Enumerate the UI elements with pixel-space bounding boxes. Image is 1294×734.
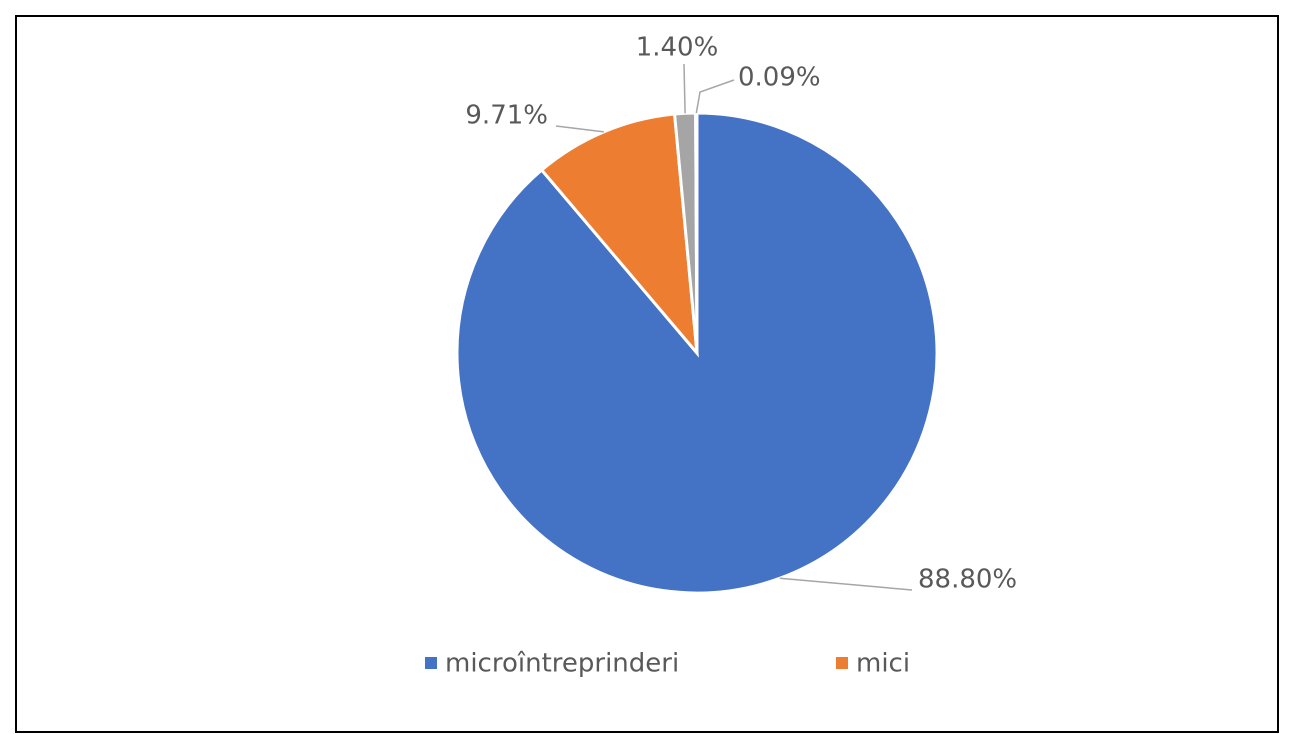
legend-label: microîntreprinderi: [445, 649, 679, 679]
leader-line: [779, 577, 913, 591]
pie-slice: [539, 112, 699, 358]
legend-label: mici: [856, 649, 910, 679]
data-label: 88.80%: [918, 565, 1017, 595]
legend-swatch: [425, 657, 437, 669]
leader-line: [555, 125, 604, 133]
data-label: 1.40%: [636, 33, 719, 63]
legend-swatch: [836, 657, 848, 669]
pie-slice: [694, 111, 699, 354]
data-label: 0.09%: [738, 63, 821, 93]
data-label: 9.71%: [465, 101, 548, 131]
leader-line: [683, 63, 686, 114]
leader-line: [695, 79, 735, 114]
